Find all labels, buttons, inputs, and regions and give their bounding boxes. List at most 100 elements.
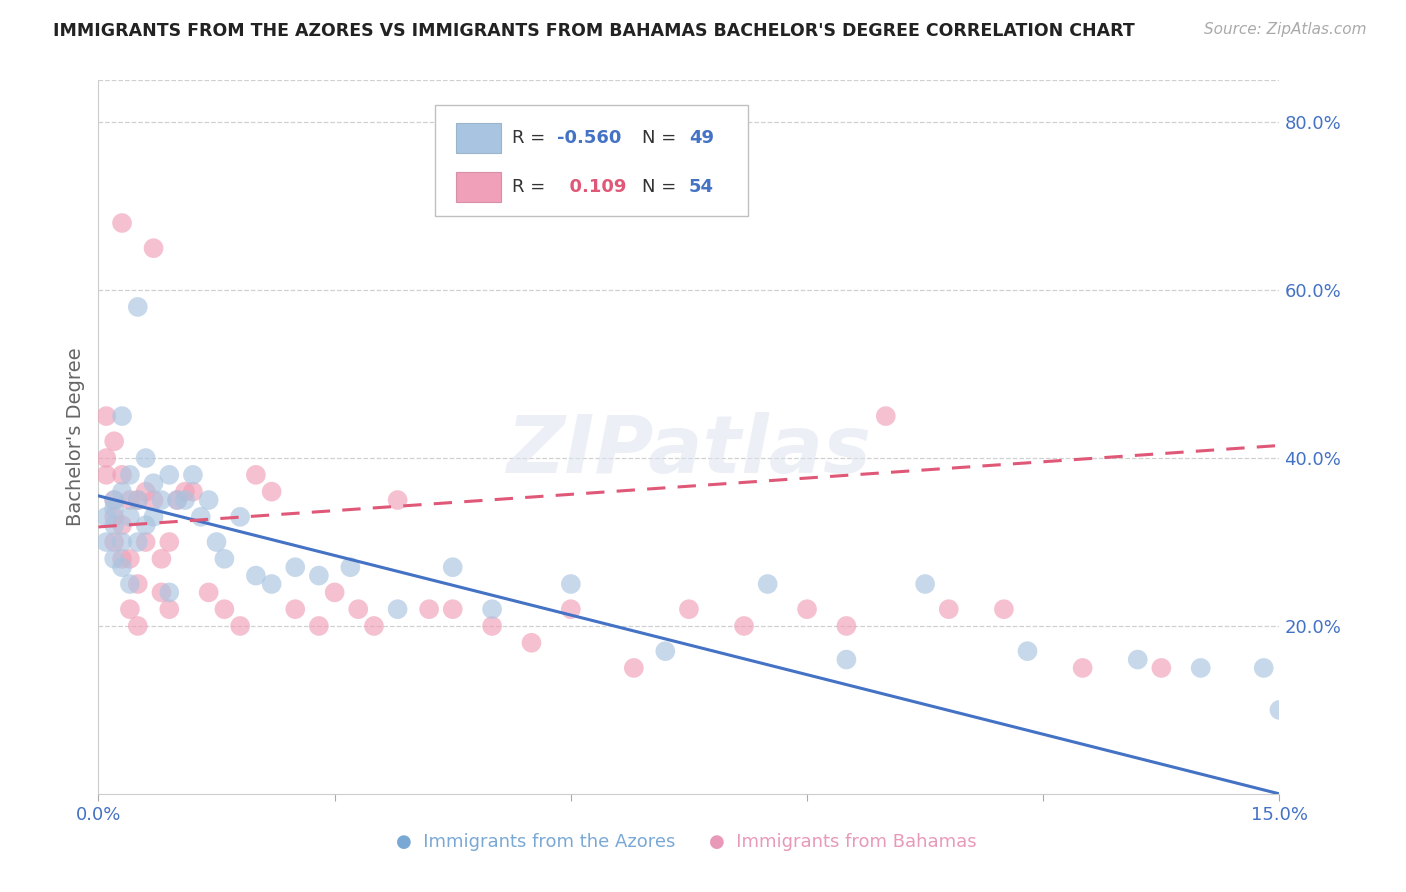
Point: [111, 551, 134, 566]
Point: [135, 518, 157, 533]
Point: [1017, 644, 1039, 658]
Point: [111, 518, 134, 533]
Point: [481, 602, 503, 616]
Point: [103, 434, 125, 449]
Point: [260, 577, 283, 591]
Point: [387, 493, 409, 508]
Point: [96, 409, 118, 423]
Point: [118, 602, 141, 616]
Point: [875, 409, 897, 423]
Point: [166, 493, 188, 508]
Point: [245, 568, 267, 582]
Point: [197, 585, 219, 599]
Point: [103, 518, 125, 533]
Point: [157, 535, 180, 549]
Point: [127, 577, 149, 591]
Point: [993, 602, 1015, 616]
Point: [339, 560, 361, 574]
Text: ●  Immigrants from the Azores: ● Immigrants from the Azores: [395, 833, 675, 851]
Point: [1150, 661, 1173, 675]
Point: [150, 551, 173, 566]
Point: [96, 509, 118, 524]
Point: [284, 560, 307, 574]
Point: [142, 476, 165, 491]
Point: [135, 484, 157, 499]
Text: 54: 54: [689, 178, 714, 195]
Text: IMMIGRANTS FROM THE AZORES VS IMMIGRANTS FROM BAHAMAS BACHELOR'S DEGREE CORRELAT: IMMIGRANTS FROM THE AZORES VS IMMIGRANTS…: [53, 22, 1135, 40]
Text: ●  Immigrants from Bahamas: ● Immigrants from Bahamas: [709, 833, 976, 851]
Point: [796, 602, 818, 616]
Point: [205, 535, 228, 549]
Point: [1268, 703, 1291, 717]
Point: [96, 467, 118, 482]
Y-axis label: Bachelor's Degree: Bachelor's Degree: [66, 348, 84, 526]
Point: [323, 585, 346, 599]
Point: [103, 509, 125, 524]
Text: Source: ZipAtlas.com: Source: ZipAtlas.com: [1204, 22, 1367, 37]
Point: [157, 602, 180, 616]
Point: [1189, 661, 1212, 675]
Point: [229, 619, 252, 633]
Point: [418, 602, 440, 616]
Point: [157, 467, 180, 482]
Point: [1126, 652, 1149, 666]
Point: [127, 493, 149, 508]
Point: [441, 560, 464, 574]
Point: [135, 451, 157, 466]
Text: -0.560: -0.560: [557, 129, 621, 147]
Point: [142, 493, 165, 508]
Point: [118, 509, 141, 524]
Point: [142, 509, 165, 524]
Point: [127, 300, 149, 314]
Point: [118, 467, 141, 482]
Point: [441, 602, 464, 616]
Text: R =: R =: [512, 129, 551, 147]
Point: [181, 467, 204, 482]
Point: [678, 602, 700, 616]
Point: [118, 577, 141, 591]
Point: [623, 661, 645, 675]
Point: [103, 551, 125, 566]
Point: [308, 568, 330, 582]
Point: [245, 467, 267, 482]
Text: N =: N =: [641, 129, 682, 147]
Point: [150, 493, 173, 508]
Point: [111, 467, 134, 482]
Point: [111, 535, 134, 549]
Point: [1071, 661, 1094, 675]
Point: [363, 619, 385, 633]
Point: [103, 493, 125, 508]
Text: ZIPatlas: ZIPatlas: [506, 412, 872, 491]
Point: [347, 602, 370, 616]
Point: [142, 241, 165, 255]
Point: [118, 551, 141, 566]
Point: [111, 560, 134, 574]
Text: 49: 49: [689, 129, 714, 147]
Point: [103, 493, 125, 508]
Point: [284, 602, 307, 616]
Bar: [457, 171, 501, 202]
Point: [197, 493, 219, 508]
Point: [118, 493, 141, 508]
Point: [135, 535, 157, 549]
Text: 0.109: 0.109: [557, 178, 626, 195]
Point: [174, 493, 197, 508]
Point: [111, 484, 134, 499]
Point: [111, 216, 134, 230]
Point: [111, 409, 134, 423]
Point: [157, 585, 180, 599]
Point: [560, 577, 582, 591]
Point: [96, 451, 118, 466]
Point: [1253, 661, 1275, 675]
Point: [733, 619, 755, 633]
Point: [560, 602, 582, 616]
Point: [166, 493, 188, 508]
Point: [387, 602, 409, 616]
Point: [103, 501, 125, 516]
FancyBboxPatch shape: [434, 105, 748, 216]
Point: [127, 493, 149, 508]
Point: [214, 602, 236, 616]
Text: R =: R =: [512, 178, 551, 195]
Point: [214, 551, 236, 566]
Point: [481, 619, 503, 633]
